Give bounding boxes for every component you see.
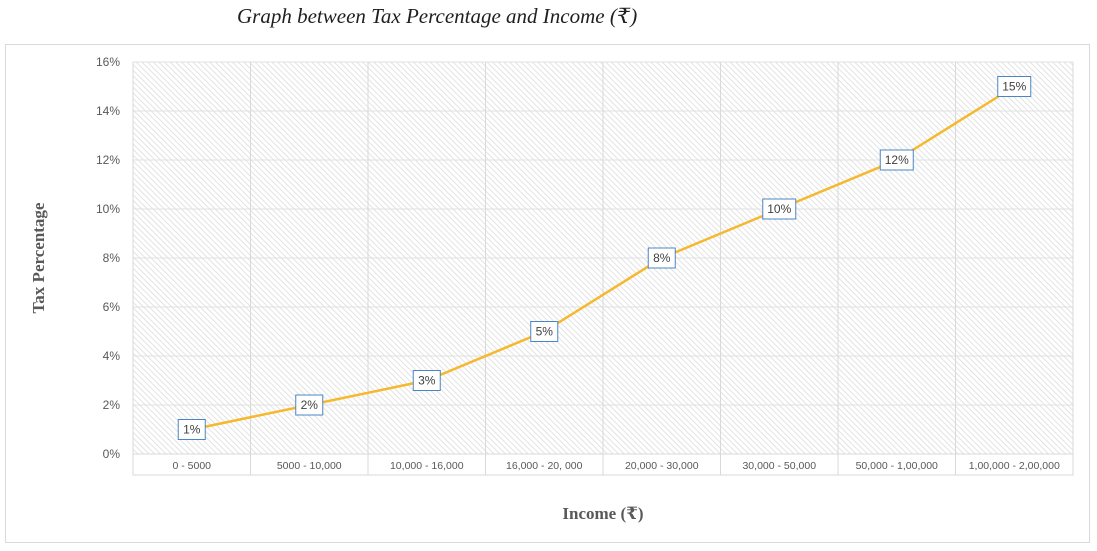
data-label: 2% bbox=[295, 394, 324, 416]
x-tick-label: 50,000 - 1,00,000 bbox=[856, 460, 938, 472]
x-tick-label: 1,00,000 - 2,00,000 bbox=[969, 460, 1060, 472]
data-label: 10% bbox=[762, 198, 797, 220]
data-label-text: 15% bbox=[1002, 80, 1026, 94]
x-tick-label: 5000 - 10,000 bbox=[277, 460, 342, 472]
y-tick-label: 0% bbox=[103, 447, 121, 461]
x-tick-label: 0 - 5000 bbox=[172, 460, 211, 472]
data-label-text: 1% bbox=[183, 423, 201, 437]
y-axis-title: Tax Percentage bbox=[29, 202, 48, 313]
y-tick-label: 16% bbox=[96, 55, 120, 69]
x-tick-label: 16,000 - 20, 000 bbox=[506, 460, 583, 472]
y-tick-label: 4% bbox=[103, 349, 121, 363]
x-tick-label: 10,000 - 16,000 bbox=[390, 460, 464, 472]
data-label-text: 8% bbox=[653, 251, 671, 265]
data-label-box bbox=[997, 76, 1032, 97]
data-label: 12% bbox=[879, 149, 914, 171]
y-tick-label: 10% bbox=[96, 202, 120, 216]
data-label-box bbox=[530, 321, 559, 342]
data-label-box bbox=[762, 198, 797, 220]
series-line bbox=[190, 85, 1016, 431]
data-label-text: 2% bbox=[301, 398, 319, 412]
x-tick-label: 20,000 - 30,000 bbox=[625, 460, 699, 472]
data-label: 15% bbox=[997, 76, 1032, 97]
data-label-text: 5% bbox=[536, 325, 554, 339]
chart-frame bbox=[5, 44, 1090, 543]
data-label-text: 12% bbox=[885, 153, 909, 167]
x-axis-title: Income (₹) bbox=[562, 504, 643, 523]
data-label-box bbox=[177, 419, 206, 440]
x-tick-label: 30,000 - 50,000 bbox=[742, 460, 816, 472]
y-tick-label: 12% bbox=[96, 153, 120, 167]
data-label-box bbox=[412, 370, 441, 391]
data-label-box bbox=[879, 149, 914, 171]
y-tick-label: 2% bbox=[103, 398, 121, 412]
data-label-text: 10% bbox=[767, 202, 791, 216]
y-tick-label: 8% bbox=[103, 251, 121, 265]
y-tick-label: 14% bbox=[96, 104, 120, 118]
data-label: 8% bbox=[647, 247, 676, 269]
chart-title: Graph between Tax Percentage and Income … bbox=[237, 4, 638, 28]
data-label-box bbox=[295, 394, 324, 416]
y-tick-label: 6% bbox=[103, 300, 121, 314]
data-label: 1% bbox=[177, 419, 206, 440]
data-label: 3% bbox=[412, 370, 441, 391]
data-label-text: 3% bbox=[418, 374, 436, 388]
data-label: 5% bbox=[530, 321, 559, 342]
data-label-box bbox=[647, 247, 676, 269]
